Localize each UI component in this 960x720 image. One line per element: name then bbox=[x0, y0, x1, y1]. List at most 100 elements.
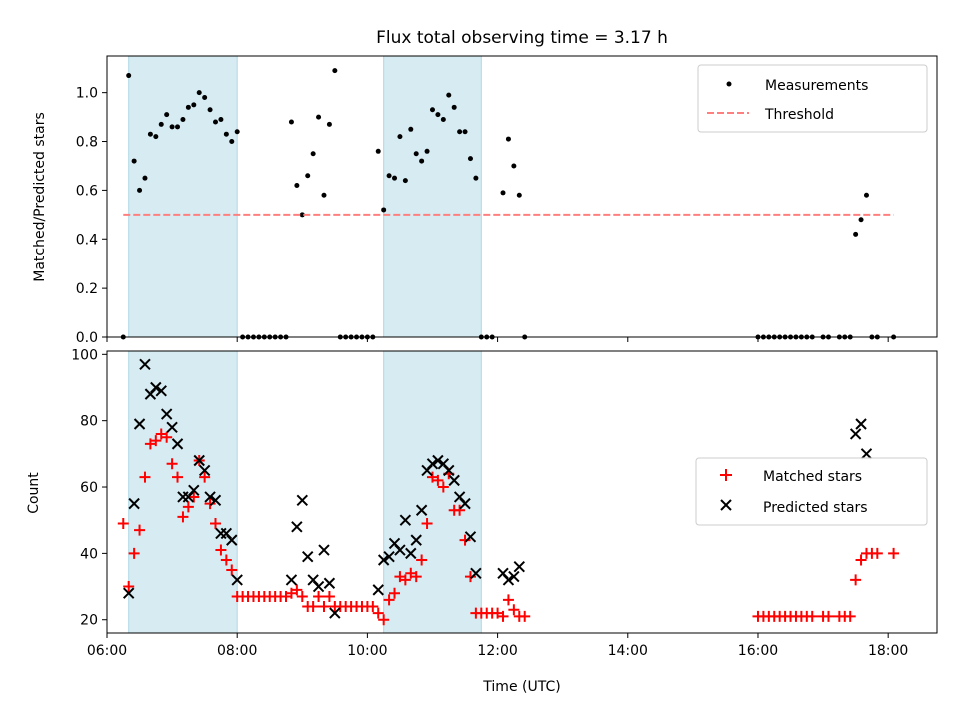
top-axes-frame bbox=[106, 55, 938, 338]
bottom-y-tick-label-1: 40 bbox=[80, 546, 98, 562]
bottom-series-1-point-47 bbox=[464, 531, 477, 543]
bottom-series-0-point-52 bbox=[399, 574, 411, 586]
top-series-0-point-92 bbox=[863, 192, 869, 198]
bottom-series-0-point-36 bbox=[313, 591, 325, 603]
bottom-legend: Matched stars Predicted stars bbox=[695, 457, 928, 526]
bottom-series-0-point-54 bbox=[410, 571, 422, 583]
top-series-0-point-34 bbox=[305, 173, 311, 179]
bottom-series-1-point-46 bbox=[459, 497, 471, 510]
bottom-series-0-point-35 bbox=[307, 600, 319, 612]
bottom-series-0-point-71 bbox=[502, 594, 514, 606]
bottom-plot-data bbox=[117, 358, 900, 626]
bottom-series-1-point-21 bbox=[285, 574, 298, 586]
top-series-0-point-54 bbox=[413, 151, 419, 157]
bottom-series-0-point-19 bbox=[220, 554, 232, 566]
bottom-series-1-point-40 bbox=[426, 458, 439, 470]
x-tick-label-3: 12:00 bbox=[477, 643, 517, 659]
bottom-series-0-point-96 bbox=[888, 547, 900, 559]
top-series-0-point-14 bbox=[196, 90, 202, 96]
top-series-0-point-21 bbox=[234, 129, 240, 135]
top-series-0-point-38 bbox=[326, 121, 332, 127]
bottom-series-1-point-30 bbox=[372, 584, 384, 596]
top-series-0-point-16 bbox=[207, 107, 213, 113]
bottom-series-0-point-32 bbox=[291, 584, 303, 596]
bottom-series-0-point-63 bbox=[459, 534, 471, 546]
bottom-series-0-point-18 bbox=[215, 544, 227, 556]
bottom-series-1-point-1 bbox=[128, 497, 140, 510]
legend-matched-marker bbox=[720, 469, 732, 481]
bottom-series-1-point-13 bbox=[193, 454, 205, 467]
bottom-series-0-point-9 bbox=[166, 458, 178, 470]
top-series-0-point-64 bbox=[467, 156, 473, 162]
top-series-0-point-4 bbox=[142, 175, 148, 181]
bottom-axis-ticks: 06:00 08:00 10:00 12:00 14:00 16:00 18:00 20 40 6… bbox=[71, 347, 908, 659]
bottom-series-1-point-6 bbox=[155, 385, 167, 397]
top-series-0-point-9 bbox=[169, 124, 175, 130]
top-y-tick-label-1: 0.2 bbox=[76, 281, 98, 297]
bottom-legend-box bbox=[695, 457, 928, 526]
bottom-series-0-point-11 bbox=[177, 511, 189, 523]
bottom-series-0-point-12 bbox=[182, 501, 194, 513]
top-series-0-point-63 bbox=[462, 129, 468, 135]
bottom-series-0-point-55 bbox=[416, 554, 428, 566]
bottom-y-tick-label-3: 80 bbox=[80, 414, 98, 430]
bottom-series-0-point-47 bbox=[372, 607, 384, 619]
bottom-series-1-point-29 bbox=[329, 607, 341, 619]
bottom-series-0-point-8 bbox=[161, 431, 173, 443]
top-series-0-point-39 bbox=[332, 68, 338, 74]
top-series-0-point-33 bbox=[299, 212, 305, 218]
legend-measurements-marker bbox=[726, 81, 732, 87]
top-axis-ticks: 0.0 0.2 0.4 0.6 0.8 1.0 bbox=[76, 86, 889, 346]
top-series-0-point-8 bbox=[164, 112, 170, 118]
bottom-series-1-point-53 bbox=[849, 428, 862, 440]
bottom-series-1-point-48 bbox=[470, 567, 482, 579]
bottom-series-0-point-74 bbox=[519, 610, 531, 622]
bottom-series-1-point-12 bbox=[188, 484, 200, 497]
top-series-0-point-91 bbox=[858, 217, 864, 223]
bottom-series-1-point-34 bbox=[394, 544, 406, 556]
bottom-series-0-point-0 bbox=[117, 518, 129, 530]
bottom-series-0-point-87 bbox=[823, 610, 835, 622]
bottom-series-0-point-62 bbox=[454, 504, 466, 516]
top-series-0-point-11 bbox=[180, 117, 186, 123]
x-tick-label-4: 14:00 bbox=[608, 643, 648, 659]
top-series-0-point-7 bbox=[158, 121, 164, 127]
bottom-series-0-point-50 bbox=[389, 587, 401, 599]
top-series-0-point-15 bbox=[202, 95, 208, 101]
top-series-0-point-61 bbox=[451, 104, 457, 110]
top-series-0-point-6 bbox=[153, 134, 159, 140]
top-series-0-point-49 bbox=[386, 173, 392, 179]
bottom-series-1-point-51 bbox=[508, 570, 520, 583]
bottom-series-0-point-91 bbox=[850, 574, 862, 586]
bottom-series-1-point-54 bbox=[855, 418, 867, 430]
x-tick-label-1: 08:00 bbox=[217, 643, 257, 659]
bottom-series-0-point-58 bbox=[432, 474, 444, 486]
top-series-0-point-62 bbox=[457, 129, 463, 135]
bottom-y-axis-label: Count bbox=[26, 472, 42, 514]
bottom-series-1-point-27 bbox=[318, 544, 330, 556]
bottom-series-0-point-13 bbox=[188, 491, 200, 503]
bottom-series-0-point-33 bbox=[296, 591, 308, 603]
top-y-tick-label-5: 1.0 bbox=[76, 86, 98, 102]
top-series-0-point-35 bbox=[310, 151, 316, 157]
bottom-series-1-point-16 bbox=[209, 494, 222, 507]
top-series-0-point-32 bbox=[294, 183, 300, 189]
bottom-series-1-point-52 bbox=[513, 560, 525, 573]
top-series-0-point-71 bbox=[511, 163, 517, 169]
bottom-series-1-point-26 bbox=[312, 580, 325, 593]
bottom-series-1-point-14 bbox=[198, 464, 211, 477]
bottom-series-0-point-4 bbox=[139, 471, 151, 483]
x-axis-label: Time (UTC) bbox=[482, 679, 560, 695]
x-tick-label-0: 06:00 bbox=[87, 643, 127, 659]
bottom-series-0-point-64 bbox=[464, 571, 476, 583]
bottom-shaded-interval-0 bbox=[128, 350, 238, 634]
bottom-series-0-point-92 bbox=[855, 554, 867, 566]
bottom-y-tick-label-4: 100 bbox=[71, 347, 98, 363]
bottom-series-1-point-31 bbox=[377, 554, 390, 566]
bottom-axes-frame bbox=[106, 350, 938, 634]
bottom-series-0-point-10 bbox=[172, 471, 184, 483]
top-series-0-point-52 bbox=[402, 178, 408, 184]
bottom-series-1-point-41 bbox=[432, 454, 444, 467]
bottom-series-1-point-37 bbox=[410, 534, 422, 546]
top-y-tick-label-4: 0.8 bbox=[76, 135, 98, 151]
